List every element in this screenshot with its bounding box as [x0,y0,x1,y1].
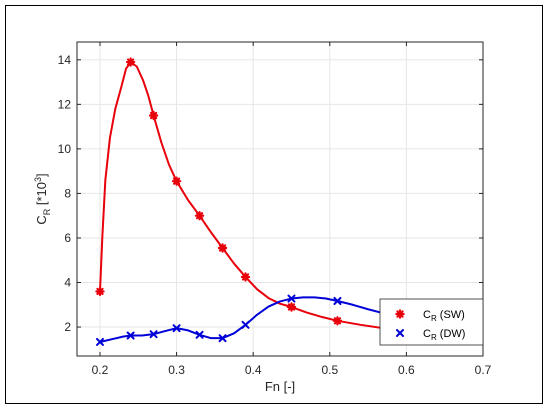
data-point [126,331,135,340]
x-axis-label: Fn [-] [265,379,295,394]
legend-marker-sw [395,309,405,319]
plot-box [76,41,484,357]
x-tick-label: 0.5 [321,363,338,377]
data-point [240,272,251,282]
data-point [217,243,228,253]
data-point [332,316,343,326]
series-line-1 [98,296,385,343]
x-tick-label: 0.3 [168,363,185,377]
legend-marker-dw-glyph [396,329,404,337]
x-tick-label: 0.2 [92,363,109,377]
data-point [149,330,158,339]
legend-label-sw: CR (SW) [423,309,465,323]
y-tick-label: 8 [64,186,71,200]
legend-marker-dw [396,329,404,337]
series-layer [98,61,408,343]
data-point [286,302,297,312]
y-tick-label: 10 [58,142,72,156]
data-point [287,294,296,303]
data-point [148,110,159,121]
series-line-0 [98,61,408,333]
y-axis-label: CR [*103] [33,173,52,224]
grid-lines [77,42,483,356]
y-tick-label: 6 [64,231,71,245]
x-tick-label: 0.6 [398,363,415,377]
tick-marks [77,42,484,356]
legend-marker-sw-glyph [395,309,405,319]
data-point [95,337,104,346]
data-point [241,320,250,329]
data-point [195,330,204,339]
data-point [95,286,105,297]
x-tick-label: 0.4 [245,363,262,377]
legend-box [379,298,484,346]
data-point [333,296,342,305]
tick-labels: 0.2 0.3 0.4 0.5 0.6 0.7 2 4 6 8 10 12 14 [58,53,492,377]
data-point [194,211,205,221]
data-point [218,334,227,343]
legend-label-dw: CR (DW) [423,328,465,342]
y-tick-label: 12 [58,97,72,111]
legend: CR (SW) CR (DW) [379,298,484,346]
data-point [171,176,182,186]
data-point [172,324,181,333]
x-tick-label: 0.7 [475,363,492,377]
y-tick-label: 2 [64,320,71,334]
y-tick-label: 14 [58,53,72,67]
y-tick-label: 4 [64,276,71,290]
data-point [125,57,136,67]
